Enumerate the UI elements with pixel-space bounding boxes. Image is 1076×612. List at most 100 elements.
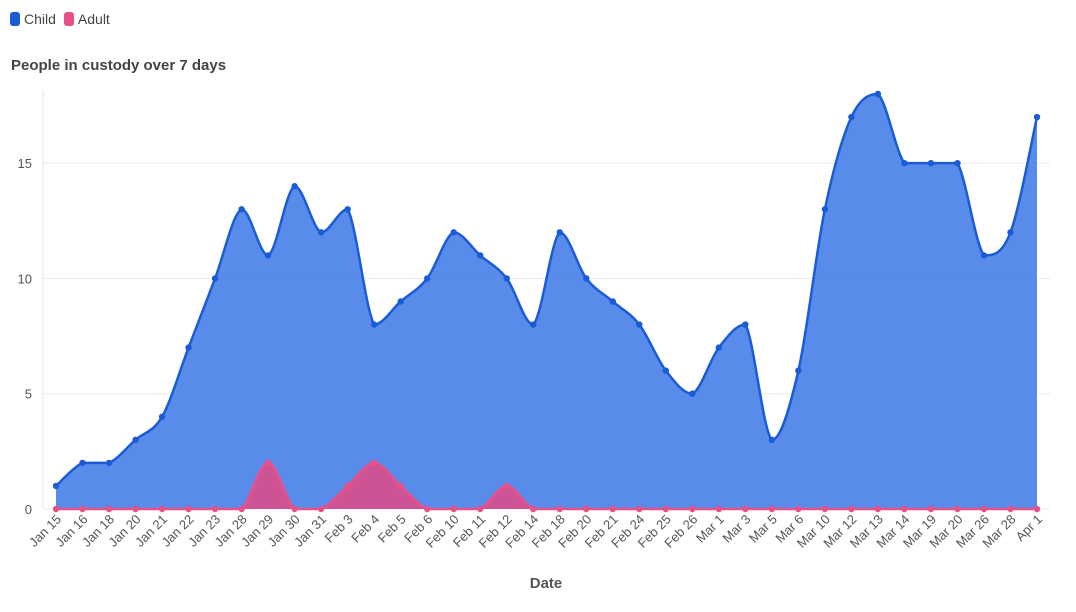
data-point-child[interactable] xyxy=(662,367,670,374)
x-axis-label: Date xyxy=(530,575,563,592)
data-point-adult[interactable] xyxy=(609,505,616,513)
data-point-adult[interactable] xyxy=(848,505,855,513)
y-tick-label: 5 xyxy=(25,387,32,402)
data-points xyxy=(52,90,1041,513)
x-tick-label: Mar 1 xyxy=(693,512,727,546)
data-point-adult[interactable] xyxy=(795,505,802,513)
data-point-adult[interactable] xyxy=(636,505,643,513)
data-point-child[interactable] xyxy=(52,482,60,490)
data-point-child[interactable] xyxy=(264,252,272,259)
data-point-adult[interactable] xyxy=(370,459,378,467)
data-point-adult[interactable] xyxy=(105,505,113,513)
data-point-child[interactable] xyxy=(291,183,298,190)
data-point-child[interactable] xyxy=(901,159,908,167)
data-point-adult[interactable] xyxy=(185,505,192,513)
data-point-adult[interactable] xyxy=(52,505,60,513)
data-point-child[interactable] xyxy=(715,344,723,351)
data-point-adult[interactable] xyxy=(503,482,510,490)
data-point-adult[interactable] xyxy=(821,505,829,513)
data-point-child[interactable] xyxy=(79,459,86,467)
data-point-adult[interactable] xyxy=(132,505,139,513)
legend-item-child[interactable]: Child xyxy=(10,11,56,27)
data-point-adult[interactable] xyxy=(689,505,696,513)
y-tick-label: 0 xyxy=(25,502,32,517)
y-tick-label: 15 xyxy=(18,156,32,171)
data-point-adult[interactable] xyxy=(317,505,325,513)
data-point-adult[interactable] xyxy=(556,505,563,513)
data-point-child[interactable] xyxy=(980,252,988,259)
data-point-child[interactable] xyxy=(450,229,457,236)
data-point-child[interactable] xyxy=(132,436,139,444)
data-point-child[interactable] xyxy=(1007,229,1014,236)
data-point-adult[interactable] xyxy=(238,505,245,513)
data-point-adult[interactable] xyxy=(662,505,670,513)
data-point-adult[interactable] xyxy=(344,482,351,490)
data-point-adult[interactable] xyxy=(530,505,537,513)
data-point-adult[interactable] xyxy=(291,505,298,513)
data-point-adult[interactable] xyxy=(477,505,484,513)
data-point-adult[interactable] xyxy=(1033,505,1041,513)
data-point-adult[interactable] xyxy=(715,505,723,513)
data-point-child[interactable] xyxy=(848,113,855,121)
data-point-child[interactable] xyxy=(317,229,325,236)
data-point-adult[interactable] xyxy=(450,505,457,513)
data-point-child[interactable] xyxy=(344,206,351,213)
data-point-child[interactable] xyxy=(238,206,245,213)
y-tick-label: 10 xyxy=(18,271,32,286)
y-axis-ticks: 0 5 10 15 xyxy=(18,156,32,517)
legend-swatch-adult xyxy=(63,12,74,26)
series-area-child xyxy=(56,94,1037,509)
data-point-child[interactable] xyxy=(423,275,431,282)
data-point-adult[interactable] xyxy=(768,505,776,513)
chart-title: People in custody over 7 days xyxy=(11,57,227,74)
data-point-adult[interactable] xyxy=(954,505,961,513)
data-point-child[interactable] xyxy=(795,367,802,374)
data-point-child[interactable] xyxy=(158,413,166,420)
legend-label-child: Child xyxy=(24,11,56,27)
data-point-adult[interactable] xyxy=(79,505,86,513)
data-point-child[interactable] xyxy=(477,252,484,259)
data-point-adult[interactable] xyxy=(211,505,219,513)
data-point-child[interactable] xyxy=(370,321,378,328)
data-point-child[interactable] xyxy=(185,344,192,351)
data-point-adult[interactable] xyxy=(264,459,272,467)
data-point-child[interactable] xyxy=(556,229,563,236)
data-point-child[interactable] xyxy=(211,275,219,282)
x-tick-label: Mar 5 xyxy=(746,512,780,546)
legend-swatch-child xyxy=(10,12,20,26)
data-point-adult[interactable] xyxy=(980,505,988,513)
data-point-child[interactable] xyxy=(954,159,961,167)
legend-item-adult[interactable]: Adult xyxy=(63,11,110,27)
data-point-adult[interactable] xyxy=(874,505,882,513)
data-point-adult[interactable] xyxy=(397,482,404,490)
data-point-adult[interactable] xyxy=(901,505,908,513)
data-point-child[interactable] xyxy=(742,321,749,328)
x-tick-label: Mar 3 xyxy=(719,512,753,546)
x-tick-label: Feb 3 xyxy=(322,512,356,546)
data-point-child[interactable] xyxy=(503,275,510,282)
legend-label-adult: Adult xyxy=(77,11,110,27)
x-tick-label: Apr 1 xyxy=(1013,512,1046,545)
data-point-child[interactable] xyxy=(768,436,776,444)
data-point-child[interactable] xyxy=(583,275,590,282)
data-point-child[interactable] xyxy=(1033,113,1041,121)
data-point-adult[interactable] xyxy=(927,505,935,513)
data-point-child[interactable] xyxy=(927,159,935,167)
data-point-child[interactable] xyxy=(689,390,696,397)
legend: Child Adult xyxy=(10,11,110,27)
data-point-adult[interactable] xyxy=(1007,505,1014,513)
data-point-child[interactable] xyxy=(821,206,829,213)
data-point-child[interactable] xyxy=(609,298,616,305)
data-point-adult[interactable] xyxy=(583,505,590,513)
data-point-adult[interactable] xyxy=(423,505,431,513)
data-point-adult[interactable] xyxy=(742,505,749,513)
data-point-child[interactable] xyxy=(874,90,882,98)
data-point-child[interactable] xyxy=(105,459,113,467)
data-point-child[interactable] xyxy=(397,298,404,305)
data-point-child[interactable] xyxy=(530,321,537,328)
series-areas xyxy=(55,92,1039,511)
data-point-child[interactable] xyxy=(636,321,643,328)
data-point-adult[interactable] xyxy=(158,505,166,513)
